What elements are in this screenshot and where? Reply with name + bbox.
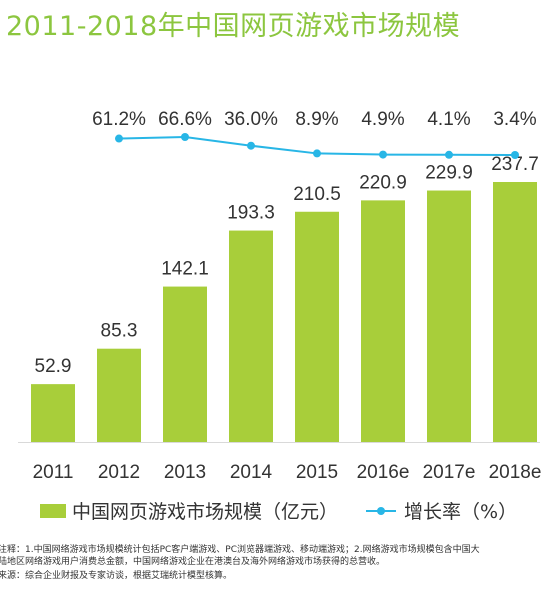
x-tick-label-2017e: 2017e [423, 462, 476, 483]
bar-2015 [295, 211, 339, 442]
growth-rate-label-2013: 66.6% [158, 109, 212, 130]
bar-value-label-2018e: 237.7 [491, 154, 539, 175]
growth-rate-label-2018e: 3.4% [493, 109, 536, 130]
bar-value-label-2013: 142.1 [161, 259, 209, 280]
legend-line-swatch [366, 504, 397, 518]
growth-rate-label-2014: 36.0% [224, 109, 278, 130]
chart-title: 2011-2018年中国网页游戏市场规模 [6, 11, 461, 42]
growth-rate-point-2013 [181, 133, 189, 141]
bar-value-label-2015: 210.5 [293, 184, 341, 205]
footnote-line-2: 陆地区网络游戏用户消费总金额，中国网络游戏企业在港澳台及海外网络游戏市场获得的总… [0, 557, 386, 567]
bar-value-label-2017e: 229.9 [425, 163, 473, 184]
legend-line-label: 增长率（%） [404, 501, 518, 523]
x-tick-label-2015: 2015 [296, 462, 338, 483]
bar-value-label-2012: 85.3 [101, 321, 138, 342]
bar-value-label-2011: 52.9 [35, 356, 72, 377]
x-tick-label-2016e: 2016e [357, 462, 410, 483]
bar-2014 [229, 230, 273, 442]
x-tick-label-2013: 2013 [164, 462, 206, 483]
growth-rate-point-2014 [247, 141, 255, 150]
bar-2011 [31, 384, 75, 442]
growth-rate-point-2015 [313, 149, 321, 158]
source-note: 来源：综合企业财报及专家访谈，根据艾瑞统计模型核算。 [0, 571, 233, 581]
growth-rate-label-2015: 8.9% [295, 109, 338, 130]
growth-rate-label-2017e: 4.1% [427, 109, 470, 130]
bar-2012 [97, 348, 141, 442]
growth-rate-point-2012 [115, 134, 123, 143]
growth-rate-label-2016e: 4.9% [361, 109, 404, 130]
legend-bar-label: 中国网页游戏市场规模（亿元） [72, 501, 339, 523]
legend-bar-swatch [40, 503, 66, 518]
bar-2013 [163, 286, 207, 442]
bar-value-label-2014: 193.3 [227, 203, 275, 224]
x-tick-label-2014: 2014 [230, 462, 273, 483]
x-tick-label-2012: 2012 [98, 462, 140, 483]
bar-2018e [493, 182, 537, 442]
growth-rate-point-2018e [511, 151, 519, 159]
bar-value-label-2016e: 220.9 [359, 172, 407, 193]
x-tick-label-2018e: 2018e [489, 462, 542, 483]
growth-rate-label-2012: 61.2% [92, 109, 146, 130]
chart-area: 52.9 2011 85.3 2012 142.1 2013 193.3 2014 210.5 2… [18, 109, 542, 483]
bar-2017e [427, 190, 471, 442]
growth-rate-point-2017e [445, 150, 453, 159]
footnote-line-1: 注释：1.中国网络游戏市场规模统计包括PC客户端游戏、PC浏览器端游戏、移动端游… [0, 545, 480, 555]
legend: 中国网页游戏市场规模（亿元） 增长率（%） [40, 497, 517, 524]
x-tick-label-2011: 2011 [33, 462, 74, 483]
bar-2016e [361, 200, 405, 442]
growth-rate-point-2016e [379, 150, 387, 159]
